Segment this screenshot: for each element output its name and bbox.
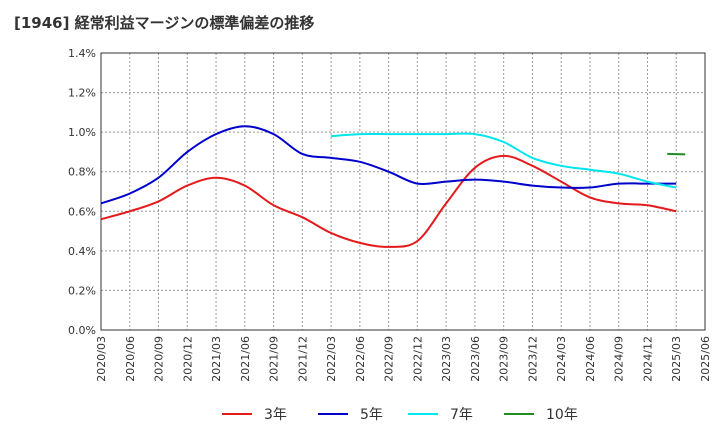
x-tick-label: 2023/12 <box>526 336 539 382</box>
series-line-1 <box>100 125 677 205</box>
y-tick-label: 0.8% <box>68 166 96 179</box>
series-line-0 <box>100 154 677 248</box>
x-tick-label: 2021/12 <box>296 336 309 382</box>
legend-label-1: 5年 <box>360 407 383 423</box>
series-lines <box>100 125 686 248</box>
plot-frame <box>100 52 706 331</box>
grid <box>101 53 705 330</box>
x-tick-label: 2025/06 <box>699 336 712 382</box>
legend: 3年 5年 7年 10年 <box>222 407 578 423</box>
x-tick-label: 2020/12 <box>181 336 194 382</box>
legend-label-2: 7年 <box>450 407 473 423</box>
x-tick-label: 2021/09 <box>268 336 281 382</box>
x-tick-label: 2022/06 <box>354 336 367 382</box>
x-tick-label: 2020/09 <box>153 336 166 382</box>
y-tick-label: 0.4% <box>68 245 96 258</box>
legend-label-0: 3年 <box>264 407 287 423</box>
x-axis: 2020/03 2020/06 2020/09 2020/12 2021/03 2021/… <box>95 336 712 382</box>
series-line-2 <box>331 132 677 189</box>
x-tick-label: 2021/03 <box>210 336 223 382</box>
x-tick-label: 2024/06 <box>584 336 597 382</box>
x-tick-label: 2022/09 <box>383 336 396 382</box>
y-tick-label: 1.0% <box>68 126 96 139</box>
legend-label-3: 10年 <box>546 407 578 423</box>
x-tick-label: 2023/03 <box>440 336 453 382</box>
x-tick-label: 2024/09 <box>613 336 626 382</box>
x-tick-label: 2020/06 <box>124 336 137 382</box>
y-tick-label: 0.6% <box>68 205 96 218</box>
y-tick-label: 1.2% <box>68 87 96 100</box>
series-line-3 <box>667 152 686 156</box>
x-tick-label: 2024/03 <box>555 336 568 382</box>
y-axis: 0.0% 0.2% 0.4% 0.6% 0.8% 1.0% 1.2% 1.4% <box>68 47 96 337</box>
x-tick-label: 2024/12 <box>641 336 654 382</box>
x-tick-label: 2023/09 <box>498 336 511 382</box>
chart-title: [1946] 経常利益マージンの標準偏差の推移 <box>14 14 315 32</box>
x-tick-label: 2020/03 <box>95 336 108 382</box>
x-tick-label: 2023/06 <box>469 336 482 382</box>
x-tick-label: 2022/12 <box>411 336 424 382</box>
y-tick-label: 0.0% <box>68 324 96 337</box>
y-tick-label: 1.4% <box>68 47 96 60</box>
x-tick-label: 2021/06 <box>239 336 252 382</box>
y-tick-label: 0.2% <box>68 284 96 297</box>
x-tick-label: 2022/03 <box>325 336 338 382</box>
x-tick-label: 2025/03 <box>670 336 683 382</box>
